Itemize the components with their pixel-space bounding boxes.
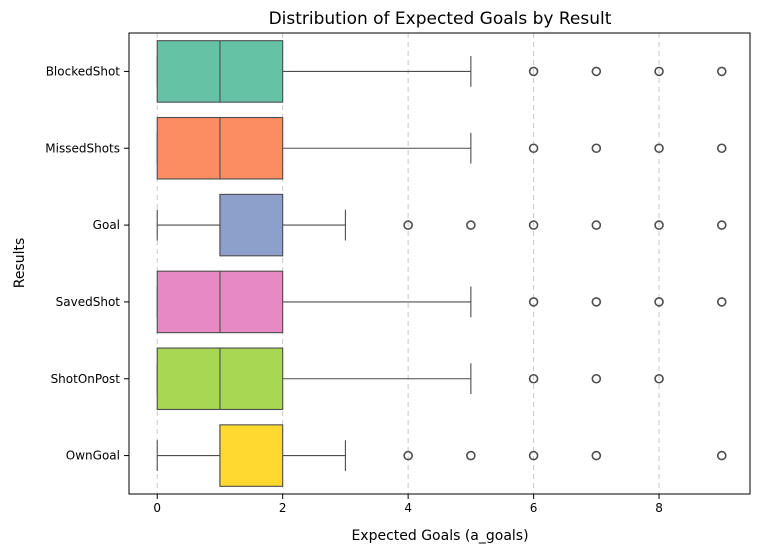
outlier-point [528, 450, 539, 461]
outlier-point [716, 143, 727, 154]
x-axis-label: Expected Goals (a_goals) [351, 528, 528, 544]
x-tick-label-2: 2 [279, 501, 287, 515]
box-group-MissedShots [156, 116, 727, 180]
outlier-point [654, 220, 664, 230]
outlier-point [591, 66, 602, 77]
outlier-point [716, 66, 727, 77]
outlier-point [654, 143, 664, 154]
outlier-point [716, 220, 727, 230]
outlier-point [591, 373, 602, 384]
outlier-point [654, 297, 664, 307]
outlier-point [403, 450, 413, 461]
box-group-Goal [156, 193, 727, 257]
outlier-point [528, 297, 539, 307]
box-group-BlockedShot [156, 40, 727, 103]
y-tick-label-ShotOnPost: ShotOnPost [51, 372, 121, 386]
box-group-ShotOnPost [156, 347, 664, 411]
y-tick-label-OwnGoal: OwnGoal [66, 449, 120, 463]
outlier-point [591, 297, 602, 307]
outlier-point [528, 143, 539, 154]
outlier-point [528, 220, 539, 230]
y-tick-label-SavedShot: SavedShot [56, 295, 121, 309]
y-axis-label: Results [12, 238, 28, 289]
box-group-SavedShot [156, 270, 727, 334]
x-tick-label-4: 4 [404, 501, 412, 515]
outlier-point [528, 66, 539, 77]
x-tick-label-0: 0 [153, 501, 161, 515]
outlier-point [528, 373, 539, 384]
y-tick-label-Goal: Goal [93, 218, 120, 232]
x-axis-ticks: 0 2 4 6 8 [153, 494, 663, 515]
outlier-point [654, 66, 664, 77]
chart-title: Distribution of Expected Goals by Result [269, 9, 612, 29]
outlier-point [716, 297, 727, 307]
box-group-OwnGoal [156, 424, 727, 487]
y-tick-label-BlockedShot: BlockedShot [46, 64, 121, 78]
outlier-point [591, 143, 602, 154]
plot-boxes [156, 40, 727, 487]
iqr-box [219, 193, 284, 257]
iqr-box [219, 424, 284, 487]
outlier-point [403, 220, 413, 230]
x-tick-label-6: 6 [530, 501, 538, 515]
outlier-point [716, 450, 727, 461]
outlier-point [654, 373, 664, 384]
outlier-point [466, 450, 476, 461]
outlier-point [466, 220, 476, 230]
outlier-point [591, 450, 602, 461]
y-tick-label-MissedShots: MissedShots [45, 141, 120, 155]
y-axis-ticks: BlockedShot MissedShots Goal SavedShot ShotO… [45, 64, 129, 463]
x-tick-label-8: 8 [655, 501, 663, 515]
grid-lines [156, 33, 660, 494]
outlier-point [591, 220, 602, 230]
plot-frame [128, 32, 751, 495]
